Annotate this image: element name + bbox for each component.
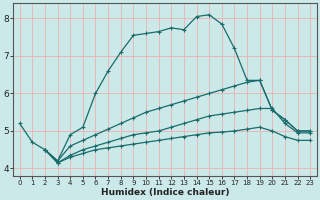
X-axis label: Humidex (Indice chaleur): Humidex (Indice chaleur) (101, 188, 229, 197)
